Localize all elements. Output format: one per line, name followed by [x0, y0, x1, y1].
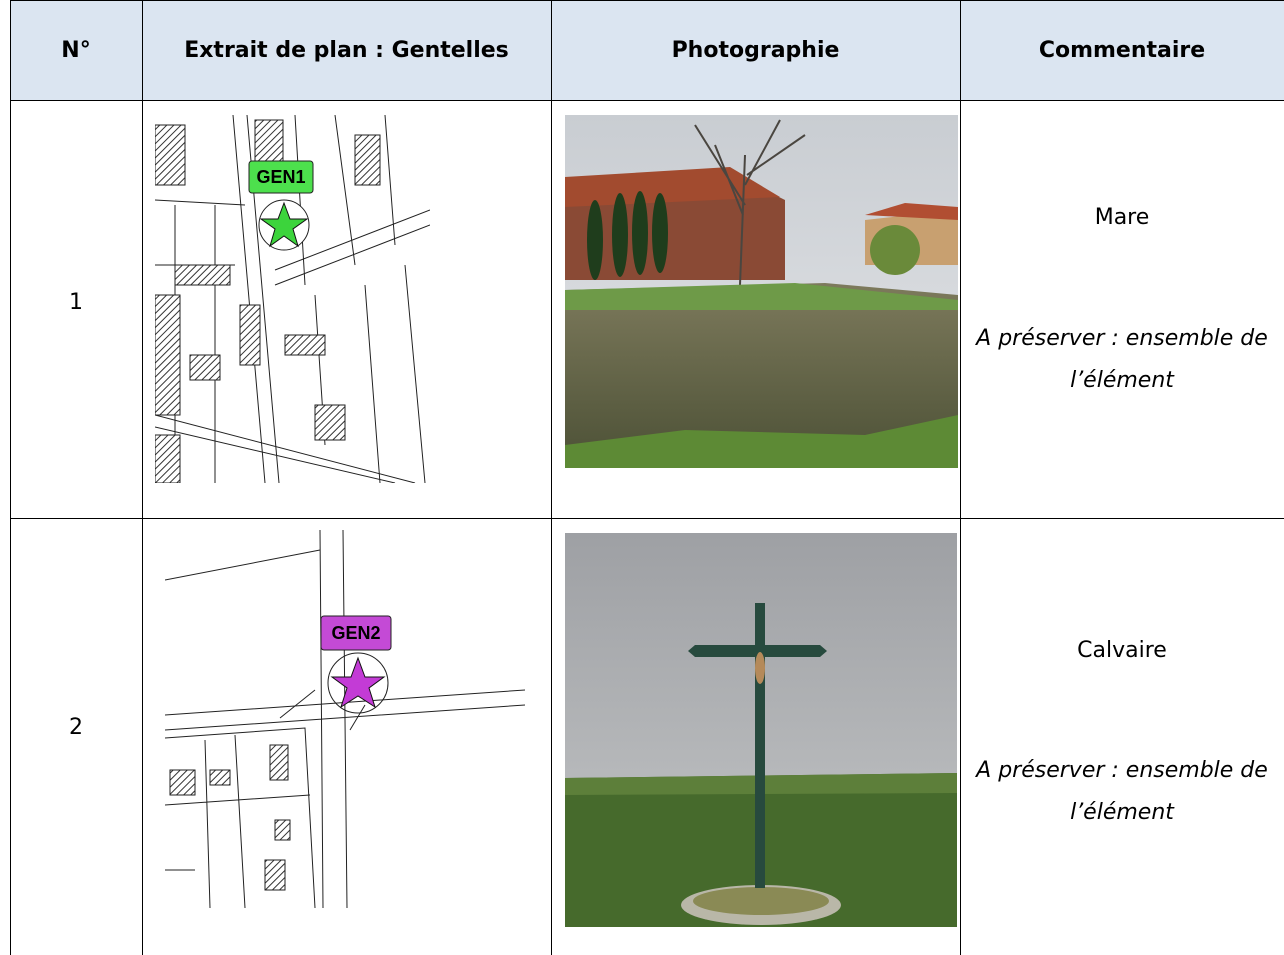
comment-note: A préserver : ensemble de l’élément: [976, 758, 1268, 825]
table-border: [10, 100, 1284, 101]
map-extract: GEN2: [165, 530, 525, 908]
table-border: [10, 0, 11, 955]
map-marker-label: GEN2: [331, 623, 380, 643]
map-extract: GEN1: [155, 115, 430, 483]
header-cell: Commentaire: [960, 0, 1284, 100]
map-marker-label: GEN1: [256, 167, 305, 187]
comment: Calvaire: [1077, 638, 1167, 663]
photo: [565, 533, 957, 927]
header-cell: N°: [10, 0, 142, 100]
photo: [565, 115, 958, 468]
comment: Mare: [1094, 205, 1150, 230]
header-cell: Extrait de plan : Gentelles: [142, 0, 551, 100]
table-border: [142, 0, 143, 955]
table-border: [551, 0, 552, 955]
table-border: [10, 0, 1284, 1]
row-number: 2: [69, 715, 83, 740]
comment-note: A préserver : ensemble de l’élément: [976, 326, 1268, 393]
header-cell: Photographie: [551, 0, 960, 100]
row-number: 1: [69, 290, 83, 315]
table-border: [960, 0, 961, 955]
table-border: [10, 518, 1284, 519]
